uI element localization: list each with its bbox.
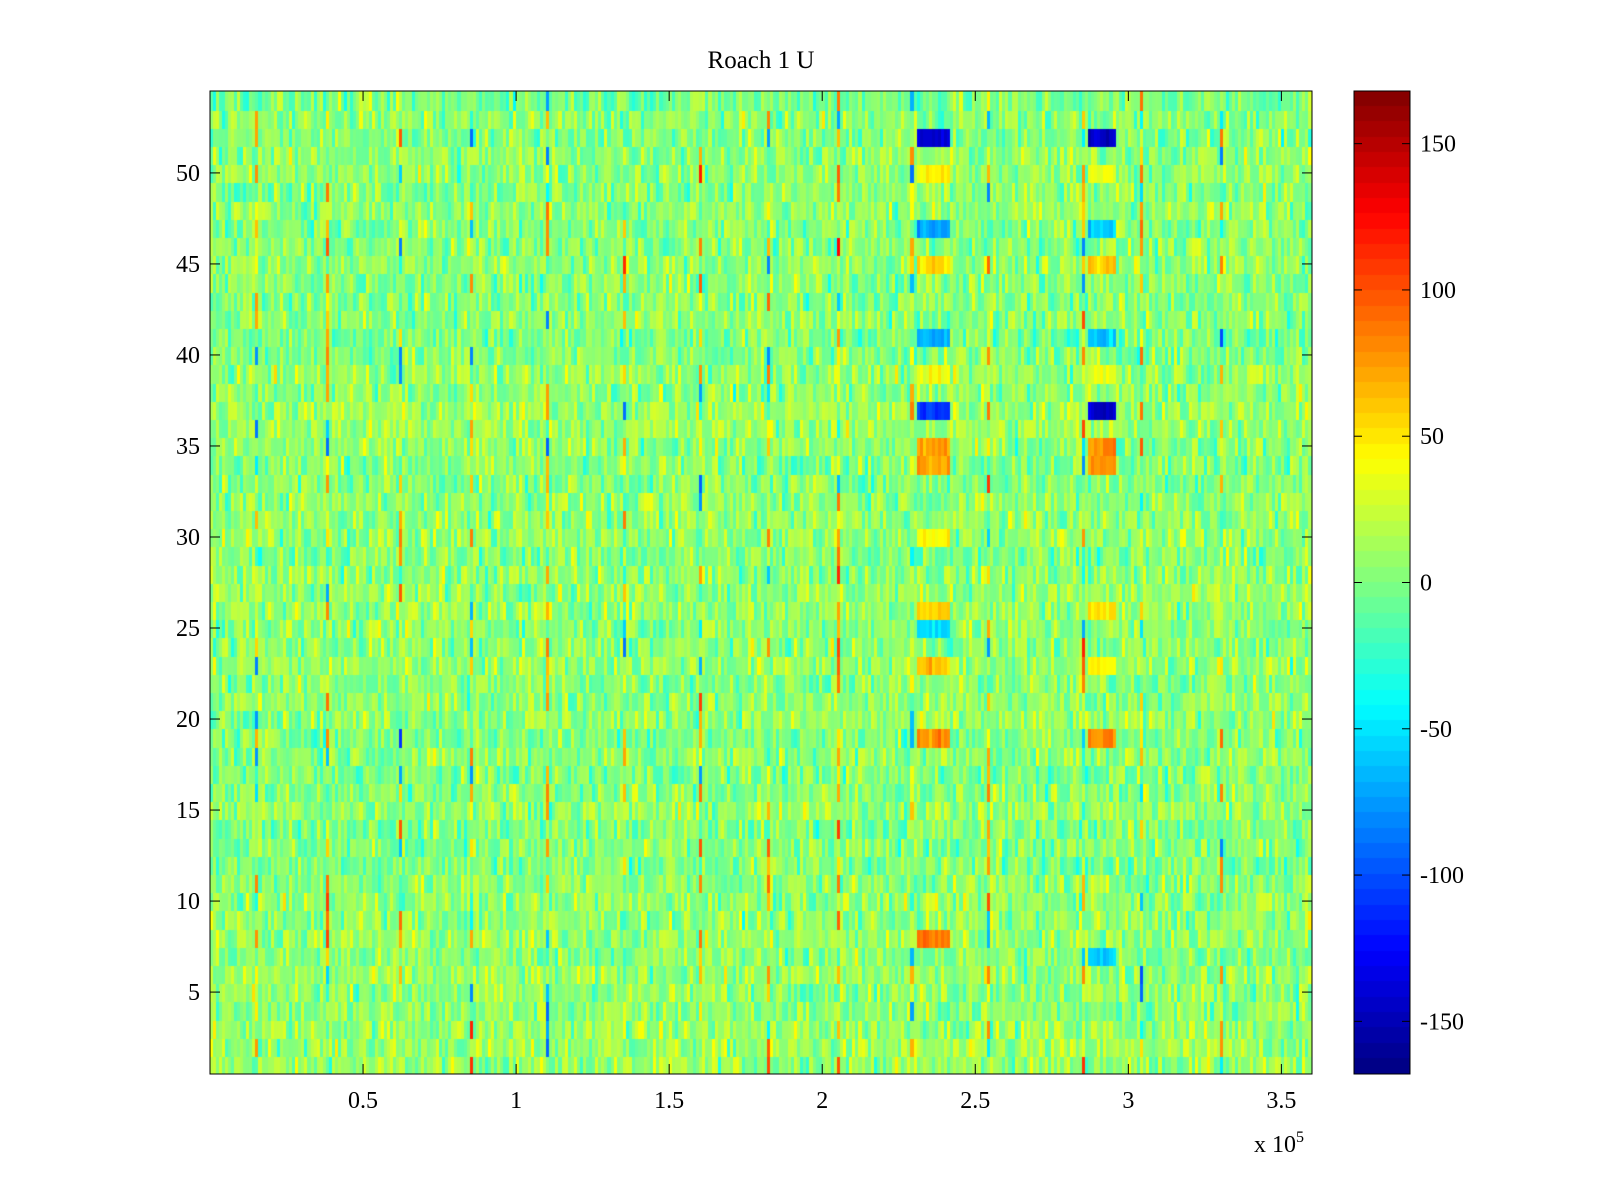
x-tick-label: 3 (1122, 1088, 1134, 1114)
colorbar-tick-label: -100 (1420, 863, 1464, 889)
y-tick-label: 45 (176, 252, 200, 278)
plot-frame (209, 90, 1313, 1075)
x-tick-label: 1 (510, 1088, 522, 1114)
x-tick-label: 2.5 (960, 1088, 990, 1114)
x-tick-label: 2 (816, 1088, 828, 1114)
colorbar-ticks: -150 -100 -50 0 50 100 150 (1354, 132, 1464, 1035)
colorbar-tick-label: 100 (1420, 278, 1456, 304)
y-axis-ticks: 5 10 15 20 25 30 35 40 45 50 (176, 161, 1312, 1006)
y-tick-label: 40 (176, 343, 200, 369)
y-tick-label: 35 (176, 434, 200, 460)
heatmap-image (210, 91, 1312, 1074)
y-tick-label: 5 (188, 980, 200, 1006)
x-exponent-power: 5 (1296, 1129, 1304, 1146)
y-tick-label: 30 (176, 525, 200, 551)
colorbar-gradient (1354, 91, 1410, 1074)
colorbar-frame (1353, 90, 1411, 1075)
colorbar-tick-label: -150 (1420, 1009, 1464, 1035)
y-tick-label: 25 (176, 616, 200, 642)
y-tick-label: 15 (176, 798, 200, 824)
x-tick-label: 0.5 (348, 1088, 378, 1114)
x-tick-label: 1.5 (654, 1088, 684, 1114)
y-tick-label: 50 (176, 161, 200, 187)
y-tick-label: 10 (176, 889, 200, 915)
chart-title: Roach 1 U (708, 47, 815, 74)
y-tick-label: 20 (176, 707, 200, 733)
x-exponent-label: x 105 (1254, 1129, 1304, 1158)
colorbar-tick-label: 0 (1420, 571, 1432, 597)
x-exponent-base: x 10 (1254, 1132, 1296, 1158)
colorbar-tick-label: 50 (1420, 424, 1444, 450)
x-tick-label: 3.5 (1266, 1088, 1296, 1114)
colorbar-tick-label: 150 (1420, 132, 1456, 158)
colorbar-tick-label: -50 (1420, 717, 1452, 743)
x-axis-ticks: 0.5 1 1.5 2 2.5 3 3.5 (348, 91, 1296, 1114)
